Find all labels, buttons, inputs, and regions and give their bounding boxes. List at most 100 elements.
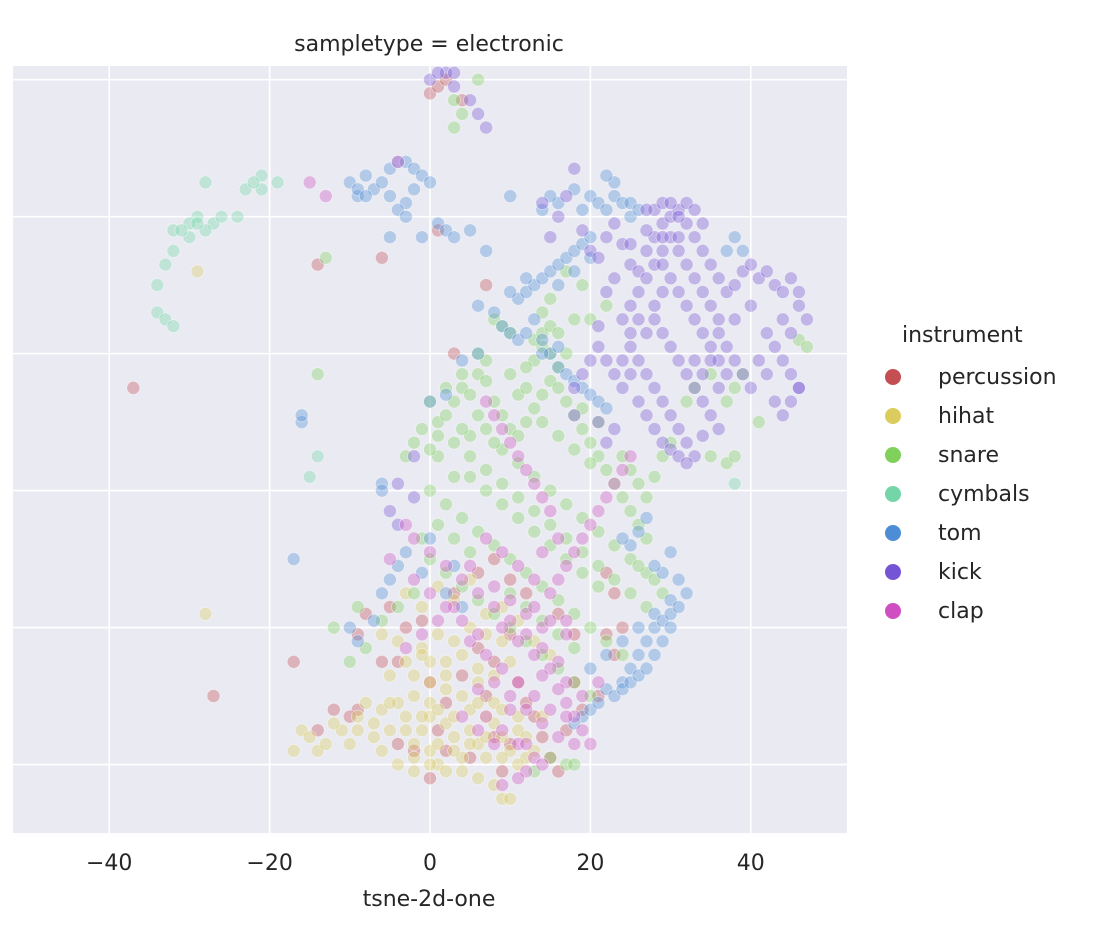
data-point-clap — [511, 449, 526, 464]
data-point-kick — [647, 312, 662, 327]
data-point-tom — [623, 661, 638, 676]
data-point-hihat — [495, 600, 510, 614]
data-point-kick — [671, 209, 686, 224]
data-point-kick — [575, 367, 590, 382]
data-point-tom — [447, 230, 462, 245]
data-point-hihat — [366, 716, 381, 731]
data-point-snare — [559, 264, 574, 279]
data-point-tom — [471, 346, 486, 361]
data-point-snare — [599, 634, 614, 649]
data-point-percussion — [382, 600, 397, 614]
data-point-clap — [543, 661, 558, 676]
data-point-kick — [639, 202, 654, 217]
data-point-kick — [687, 449, 702, 464]
data-point-snare — [535, 415, 550, 430]
data-point-tom — [382, 161, 397, 176]
data-point-hihat — [382, 723, 397, 738]
data-point-hihat — [431, 757, 445, 772]
data-point-kick — [719, 285, 734, 299]
data-point-tom — [358, 189, 373, 204]
data-point-kick — [784, 367, 798, 382]
data-point-snare — [575, 565, 590, 580]
data-point-snare — [647, 572, 662, 587]
data-point-tom — [663, 545, 678, 560]
data-point-snare — [535, 387, 550, 402]
data-point-snare — [503, 422, 518, 436]
data-point-snare — [350, 600, 365, 614]
data-point-clap — [615, 463, 630, 477]
data-point-snare — [543, 750, 558, 765]
data-point-clap — [439, 600, 453, 614]
data-point-hihat — [390, 757, 405, 772]
data-point-clap — [407, 531, 421, 546]
data-point-snare — [358, 641, 373, 655]
data-point-tom — [575, 237, 590, 252]
data-point-snare — [527, 401, 542, 416]
data-point-kick — [407, 490, 421, 505]
data-point-kick — [679, 367, 694, 382]
data-point-tom — [519, 271, 534, 286]
legend-label-percussion: percussion — [938, 365, 1057, 390]
data-point-clap — [543, 504, 558, 519]
data-point-kick — [703, 339, 718, 354]
data-point-hihat — [447, 730, 462, 744]
data-point-kick — [583, 353, 598, 368]
data-point-percussion — [431, 723, 445, 738]
data-point-kick — [631, 312, 646, 327]
data-point-kick — [735, 264, 750, 279]
data-point-snare — [511, 490, 526, 505]
data-point-snare — [511, 387, 526, 402]
data-point-kick — [599, 435, 614, 450]
data-point-cymbals — [214, 209, 229, 224]
data-point-kick — [623, 237, 638, 252]
data-point-kick — [567, 408, 582, 423]
data-point-cymbals — [166, 243, 181, 258]
data-point-hihat — [471, 737, 486, 751]
data-point-kick — [615, 237, 630, 252]
data-point-snare — [559, 394, 574, 409]
data-point-snare — [647, 469, 662, 484]
data-point-kick — [671, 243, 686, 258]
data-point-percussion — [471, 565, 486, 580]
data-point-hihat — [447, 743, 462, 758]
x-tick-label: −40 — [86, 851, 132, 876]
data-point-tom — [615, 531, 630, 546]
data-point-kick — [631, 394, 646, 409]
data-point-tom — [439, 586, 453, 601]
data-point-percussion — [455, 93, 470, 108]
data-point-tom — [519, 326, 534, 341]
data-point-percussion — [559, 723, 574, 738]
series-percussion — [126, 72, 630, 786]
data-point-clap — [559, 709, 574, 724]
data-point-clap — [503, 435, 518, 450]
data-point-kick — [639, 367, 654, 382]
data-point-kick — [767, 278, 782, 293]
data-point-hihat — [415, 709, 429, 724]
data-point-tom — [679, 586, 694, 601]
data-point-tom — [631, 524, 646, 539]
data-point-clap — [559, 675, 574, 690]
x-tick-label: 40 — [737, 851, 765, 876]
legend-label-hihat: hihat — [938, 404, 994, 429]
data-point-kick — [743, 298, 758, 313]
data-point-kick — [655, 230, 670, 245]
data-point-hihat — [374, 627, 389, 642]
data-point-kick — [663, 230, 678, 245]
data-point-hihat — [334, 723, 349, 738]
data-point-snare — [591, 559, 606, 573]
data-point-snare — [623, 463, 638, 477]
legend-label-clap: clap — [938, 599, 984, 624]
data-point-hihat — [495, 791, 510, 806]
data-point-clap — [583, 517, 598, 532]
data-point-snare — [463, 387, 478, 402]
data-point-snare — [567, 312, 582, 327]
data-point-percussion — [423, 86, 437, 101]
data-point-tom — [398, 196, 413, 210]
data-point-kick — [687, 312, 702, 327]
data-point-tom — [599, 648, 614, 662]
data-point-cymbals — [727, 476, 742, 491]
data-point-hihat — [503, 743, 518, 758]
data-point-kick — [663, 209, 678, 224]
data-point-hihat — [390, 696, 405, 710]
data-point-hihat — [431, 702, 445, 717]
